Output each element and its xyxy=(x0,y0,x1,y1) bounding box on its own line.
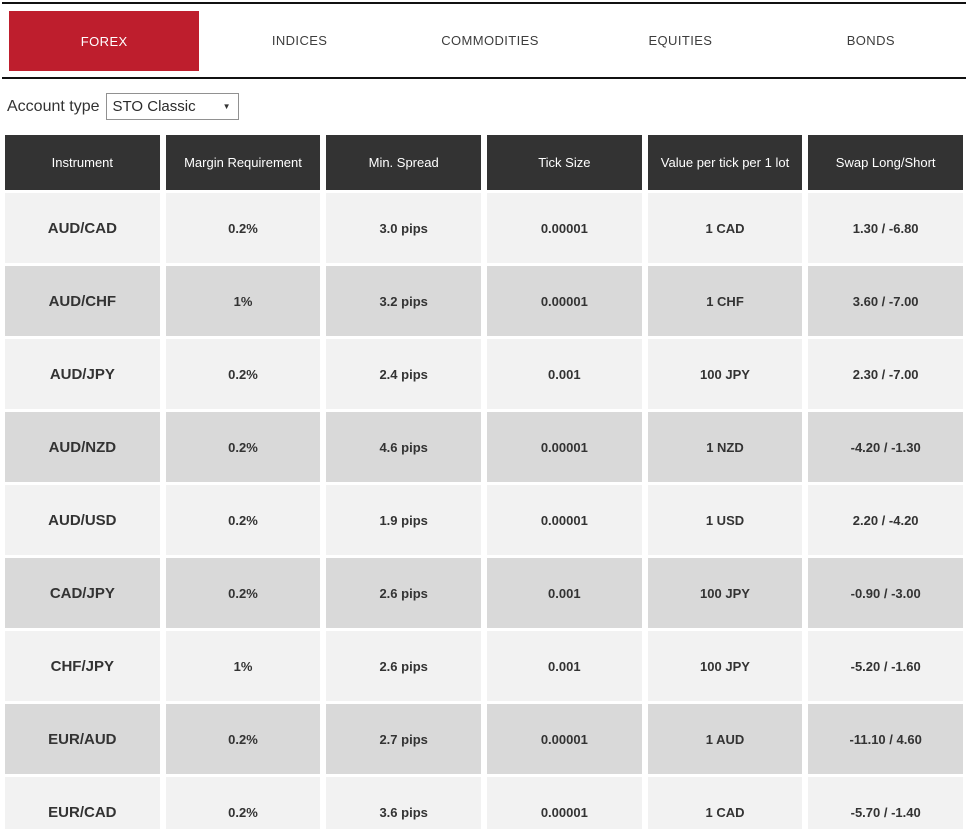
table-cell: 2.6 pips xyxy=(326,558,481,628)
table-cell: 100 JPY xyxy=(647,339,803,409)
table-cell: 0.2% xyxy=(165,777,321,829)
table-cell: 0.00001 xyxy=(487,704,642,774)
table-cell: 1.9 pips xyxy=(326,485,481,555)
tab-indices[interactable]: INDICES xyxy=(271,33,328,48)
table-cell: 2.4 pips xyxy=(326,339,481,409)
tab-commodities[interactable]: COMMODITIES xyxy=(441,33,539,48)
tab-forex[interactable]: FOREX xyxy=(9,11,200,71)
table-cell: 0.2% xyxy=(165,339,321,409)
column-header: Margin Requirement xyxy=(165,135,321,190)
instrument-cell: AUD/NZD xyxy=(5,412,160,482)
table-cell: -5.70 / -1.40 xyxy=(808,777,963,829)
table-cell: 2.30 / -7.00 xyxy=(808,339,963,409)
instruments-table: Instrument Margin Requirement Min. Spread T… xyxy=(5,135,963,829)
chevron-down-icon: ▼ xyxy=(222,101,231,111)
table-cell: 100 JPY xyxy=(647,558,803,628)
tab-equities[interactable]: EQUITIES xyxy=(648,33,713,48)
table-cell: 1% xyxy=(165,266,321,336)
instrument-cell: AUD/CHF xyxy=(5,266,160,336)
table-cell: 2.7 pips xyxy=(326,704,481,774)
table-cell: 0.00001 xyxy=(487,777,642,829)
table-cell: 0.2% xyxy=(165,558,321,628)
table-cell: 2.6 pips xyxy=(326,631,481,701)
table-cell: 0.001 xyxy=(487,558,642,628)
column-header: Tick Size xyxy=(487,135,642,190)
table-cell: 4.6 pips xyxy=(326,412,481,482)
table-cell: 3.60 / -7.00 xyxy=(808,266,963,336)
table-cell: -5.20 / -1.60 xyxy=(808,631,963,701)
instrument-cell: CHF/JPY xyxy=(5,631,160,701)
table-cell: 1% xyxy=(165,631,321,701)
table-cell: 1 CHF xyxy=(647,266,803,336)
column-header: Min. Spread xyxy=(326,135,481,190)
column-header: Instrument xyxy=(5,135,160,190)
instrument-cell: EUR/AUD xyxy=(5,704,160,774)
table-body: AUD/CAD 0.2% 3.0 pips 0.00001 1 CAD 1.30 / -6… xyxy=(5,193,963,829)
table-cell: -0.90 / -3.00 xyxy=(808,558,963,628)
table-cell: 0.001 xyxy=(487,631,642,701)
table-cell: 1 CAD xyxy=(647,193,803,263)
table-cell: 3.6 pips xyxy=(326,777,481,829)
instrument-cell: EUR/CAD xyxy=(5,777,160,829)
table-header-row: Instrument Margin Requirement Min. Spread T… xyxy=(5,135,963,190)
table-cell: 0.00001 xyxy=(487,193,642,263)
column-header: Swap Long/Short xyxy=(808,135,963,190)
instrument-cell: AUD/JPY xyxy=(5,339,160,409)
table-cell: 0.00001 xyxy=(487,412,642,482)
table-cell: -11.10 / 4.60 xyxy=(808,704,963,774)
table-cell: 1.30 / -6.80 xyxy=(808,193,963,263)
table-cell: 0.2% xyxy=(165,704,321,774)
table-cell: 0.2% xyxy=(165,485,321,555)
tab-bonds[interactable]: BONDS xyxy=(846,33,895,48)
table-cell: 0.2% xyxy=(165,193,321,263)
table-cell: 1 NZD xyxy=(647,412,803,482)
column-header: Value per tick per 1 lot xyxy=(647,135,803,190)
instrument-cell: CAD/JPY xyxy=(5,558,160,628)
table-cell: 0.2% xyxy=(165,412,321,482)
tab-bar: FOREX INDICES COMMODITIES EQUITIES BONDS xyxy=(2,2,966,79)
table-cell: -4.20 / -1.30 xyxy=(808,412,963,482)
table-cell: 0.00001 xyxy=(487,485,642,555)
instrument-cell: AUD/CAD xyxy=(5,193,160,263)
table-cell: 1 AUD xyxy=(647,704,803,774)
table-cell: 1 USD xyxy=(647,485,803,555)
instrument-cell: AUD/USD xyxy=(5,485,160,555)
table-cell: 1 CAD xyxy=(647,777,803,829)
account-type-select[interactable]: STO Classic ▼ xyxy=(105,93,239,120)
account-type-label: Account type xyxy=(7,97,100,115)
table-cell: 3.2 pips xyxy=(326,266,481,336)
table-cell: 0.001 xyxy=(487,339,642,409)
account-type-selected-value: STO Classic xyxy=(112,98,196,115)
account-type-row: Account type STO Classic ▼ xyxy=(0,79,968,123)
table-cell: 0.00001 xyxy=(487,266,642,336)
table-cell: 100 JPY xyxy=(647,631,803,701)
table-cell: 2.20 / -4.20 xyxy=(808,485,963,555)
table-cell: 3.0 pips xyxy=(326,193,481,263)
